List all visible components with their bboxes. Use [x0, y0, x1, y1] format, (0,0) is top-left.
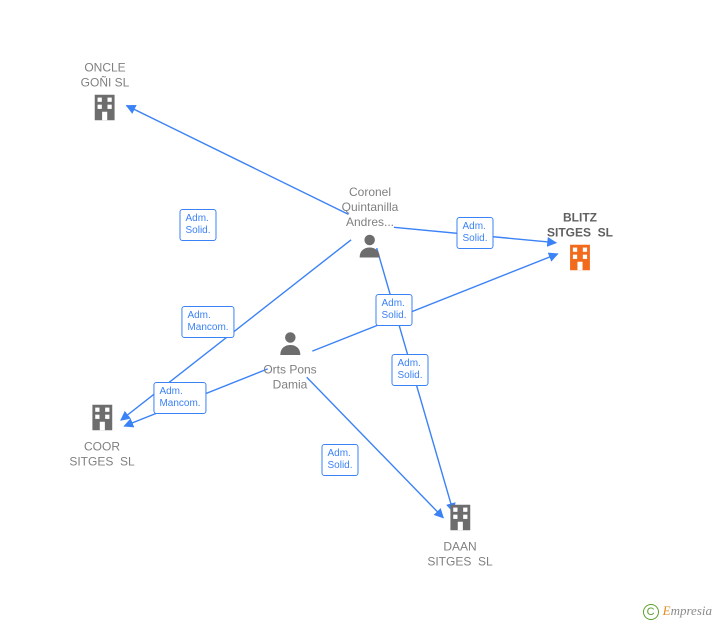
node-label: Coronel Quintanilla Andres...: [342, 185, 399, 230]
watermark-first: E: [663, 603, 671, 618]
edge-label: Adm. Solid.: [391, 354, 428, 386]
node-blitz[interactable]: BLITZ SITGES SL: [547, 211, 613, 280]
node-oncle[interactable]: ONCLE GOÑI SL: [81, 61, 130, 130]
edge-label: Adm. Solid.: [375, 294, 412, 326]
node-coor[interactable]: COOR SITGES SL: [69, 401, 134, 470]
node-label: ONCLE GOÑI SL: [81, 61, 130, 91]
edge-label: Adm. Mancom.: [153, 382, 206, 414]
edge-label: Adm. Solid.: [321, 444, 358, 476]
node-daan[interactable]: DAAN SITGES SL: [427, 501, 492, 570]
building-icon: [81, 91, 130, 130]
node-label: BLITZ SITGES SL: [547, 211, 613, 241]
edge-label: Adm. Mancom.: [181, 306, 234, 338]
node-label: Orts Pons Damia: [263, 363, 316, 393]
edge-label: Adm. Solid.: [179, 209, 216, 241]
person-icon: [263, 328, 316, 363]
watermark: CEmpresia: [643, 603, 712, 620]
node-label: DAAN SITGES SL: [427, 540, 492, 570]
node-label: COOR SITGES SL: [69, 440, 134, 470]
edge-orts-blitz: [312, 254, 557, 351]
diagram-canvas: ONCLE GOÑI SL BLITZ SITGES SL COOR SITGES …: [0, 0, 728, 630]
person-icon: [342, 230, 399, 265]
node-coronel[interactable]: Coronel Quintanilla Andres...: [342, 185, 399, 265]
edge-label: Adm. Solid.: [456, 217, 493, 249]
edge-coronel-oncle: [127, 106, 349, 215]
building-icon: [547, 241, 613, 280]
copyright-icon: C: [643, 604, 659, 620]
watermark-rest: mpresia: [671, 603, 712, 618]
building-icon: [427, 501, 492, 540]
building-icon: [69, 401, 134, 440]
node-orts[interactable]: Orts Pons Damia: [263, 328, 316, 393]
